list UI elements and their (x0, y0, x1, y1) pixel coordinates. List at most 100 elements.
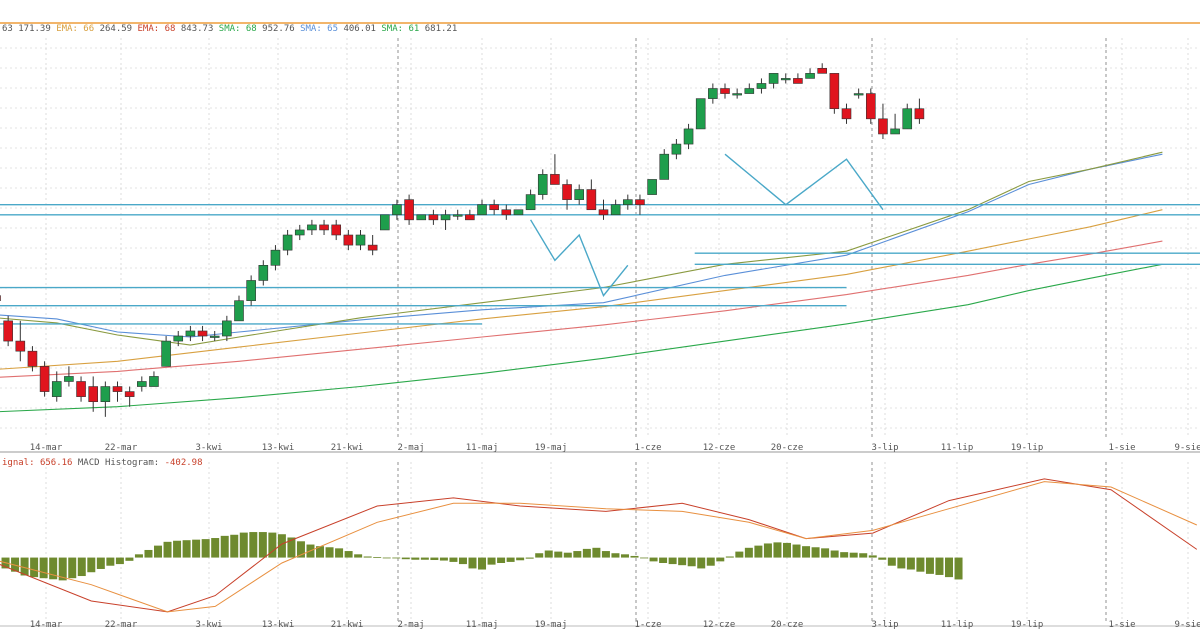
support-lines-layer (0, 203, 1200, 325)
macd-histogram-bar (363, 556, 372, 558)
candle-body (343, 234, 354, 246)
candle-body (27, 350, 38, 367)
price-x-tick-label: 11-lip (941, 443, 974, 453)
pattern-line (529, 219, 629, 297)
macd-x-tick-label: 12-cze (703, 620, 736, 630)
macd-histogram-bar (535, 553, 544, 558)
macd-signal-line (0, 481, 1198, 613)
price-x-tick-label: 3-lip (871, 443, 898, 453)
macd-x-tick-label: 19-lip (1011, 620, 1044, 630)
histogram-value: -402.98 (164, 458, 203, 468)
macd-histogram-bar (77, 557, 86, 577)
candle-body (379, 214, 390, 231)
candle-body (282, 234, 293, 251)
macd-x-tick-label: 1-sie (1108, 620, 1135, 630)
candle-body (744, 88, 755, 94)
price-x-tick-label: 19-lip (1011, 443, 1044, 453)
macd-histogram-bar (220, 535, 229, 558)
candle-body (890, 128, 900, 135)
candle-body (222, 320, 232, 337)
macd-histogram-bar (192, 539, 201, 558)
candle-body (756, 83, 767, 89)
macd-histogram-bar (497, 557, 506, 563)
macd-histogram-bar (763, 543, 772, 558)
candle-body (416, 214, 427, 221)
macd-histogram-bar (697, 557, 706, 569)
candle-body (610, 204, 621, 216)
price-x-tick-label: 2-maj (397, 443, 424, 453)
macd-histogram-bar (439, 557, 448, 561)
candle-body (586, 189, 597, 211)
candle-body (501, 209, 512, 216)
candle-body (246, 280, 256, 301)
macd-histogram-bar (859, 553, 868, 558)
macd-histogram-bar (821, 548, 830, 558)
candle-body (683, 128, 694, 145)
candle-body (477, 204, 487, 216)
macd-histogram-bar (96, 557, 105, 569)
macd-histogram-bar (706, 557, 715, 566)
macd-histogram-bar (525, 557, 534, 559)
candle-body (124, 391, 135, 397)
price-x-tick-label: 21-kwi (331, 443, 364, 453)
macd-histogram-bar (630, 555, 639, 558)
macd-histogram-bar (316, 546, 325, 558)
candle-body (149, 376, 159, 387)
macd-x-tick-label: 9-sie (1174, 620, 1200, 630)
candle-body (88, 386, 98, 402)
candle-body (367, 244, 378, 251)
candle-body (537, 174, 548, 195)
candle-body (598, 209, 609, 216)
candle-body (428, 214, 439, 221)
macd-x-tick-label: 2-maj (397, 620, 424, 630)
price-x-tick-label: 20-cze (771, 443, 804, 453)
moving-average-ema68 (0, 209, 1163, 370)
macd-histogram-bar (744, 547, 753, 558)
candle-body (914, 108, 925, 120)
macd-histogram-bar (277, 534, 286, 558)
candle-body (550, 174, 560, 185)
macd-histogram-bar (840, 552, 849, 558)
macd-histogram-bar (830, 550, 839, 558)
macd-histogram-bar (201, 539, 210, 558)
macd-histogram-bar (678, 557, 687, 566)
candle-body (51, 381, 62, 397)
macd-histogram-bar (239, 532, 248, 558)
price-x-tick-label: 19-maj (535, 443, 568, 453)
candle-body (355, 234, 366, 246)
candle-body (76, 381, 86, 397)
macd-panel (0, 478, 1198, 613)
macd-histogram-bar (411, 557, 420, 560)
grid-layer (0, 38, 1200, 627)
macd-x-tick-label: 13-kwi (262, 620, 295, 630)
candle-body (489, 204, 499, 211)
candle-body (659, 153, 670, 180)
macd-histogram-bar (392, 557, 401, 559)
macd-histogram-bar (563, 552, 572, 558)
candle-body (307, 224, 317, 231)
macd-histogram-bar (792, 544, 801, 558)
macd-x-tick-label: 1-cze (634, 620, 661, 630)
candle-body (392, 204, 402, 216)
macd-histogram-bar (296, 541, 305, 558)
candle-body (732, 93, 742, 96)
candle-body (574, 189, 585, 200)
candle-body (525, 194, 536, 211)
candle-body (173, 335, 184, 342)
candle-body (440, 214, 451, 221)
macd-x-tick-label: 11-lip (941, 620, 974, 630)
macd-legend: ignal: 656.16 MACD Histogram: -402.98 (2, 458, 203, 468)
candle-body (841, 108, 852, 120)
candle-body (695, 98, 706, 130)
price-x-tick-label: 22-mar (105, 443, 138, 453)
indicator-2-value: 264.59 (99, 24, 133, 34)
candle-body (197, 330, 208, 337)
macd-histogram-bar (163, 541, 172, 558)
macd-histogram-bar (468, 557, 477, 569)
macd-histogram-bar (887, 557, 896, 566)
macd-histogram-bar (68, 557, 77, 579)
macd-histogram-bar (373, 557, 382, 558)
macd-histogram-bar (449, 557, 458, 562)
macd-histogram-bar (354, 554, 363, 558)
